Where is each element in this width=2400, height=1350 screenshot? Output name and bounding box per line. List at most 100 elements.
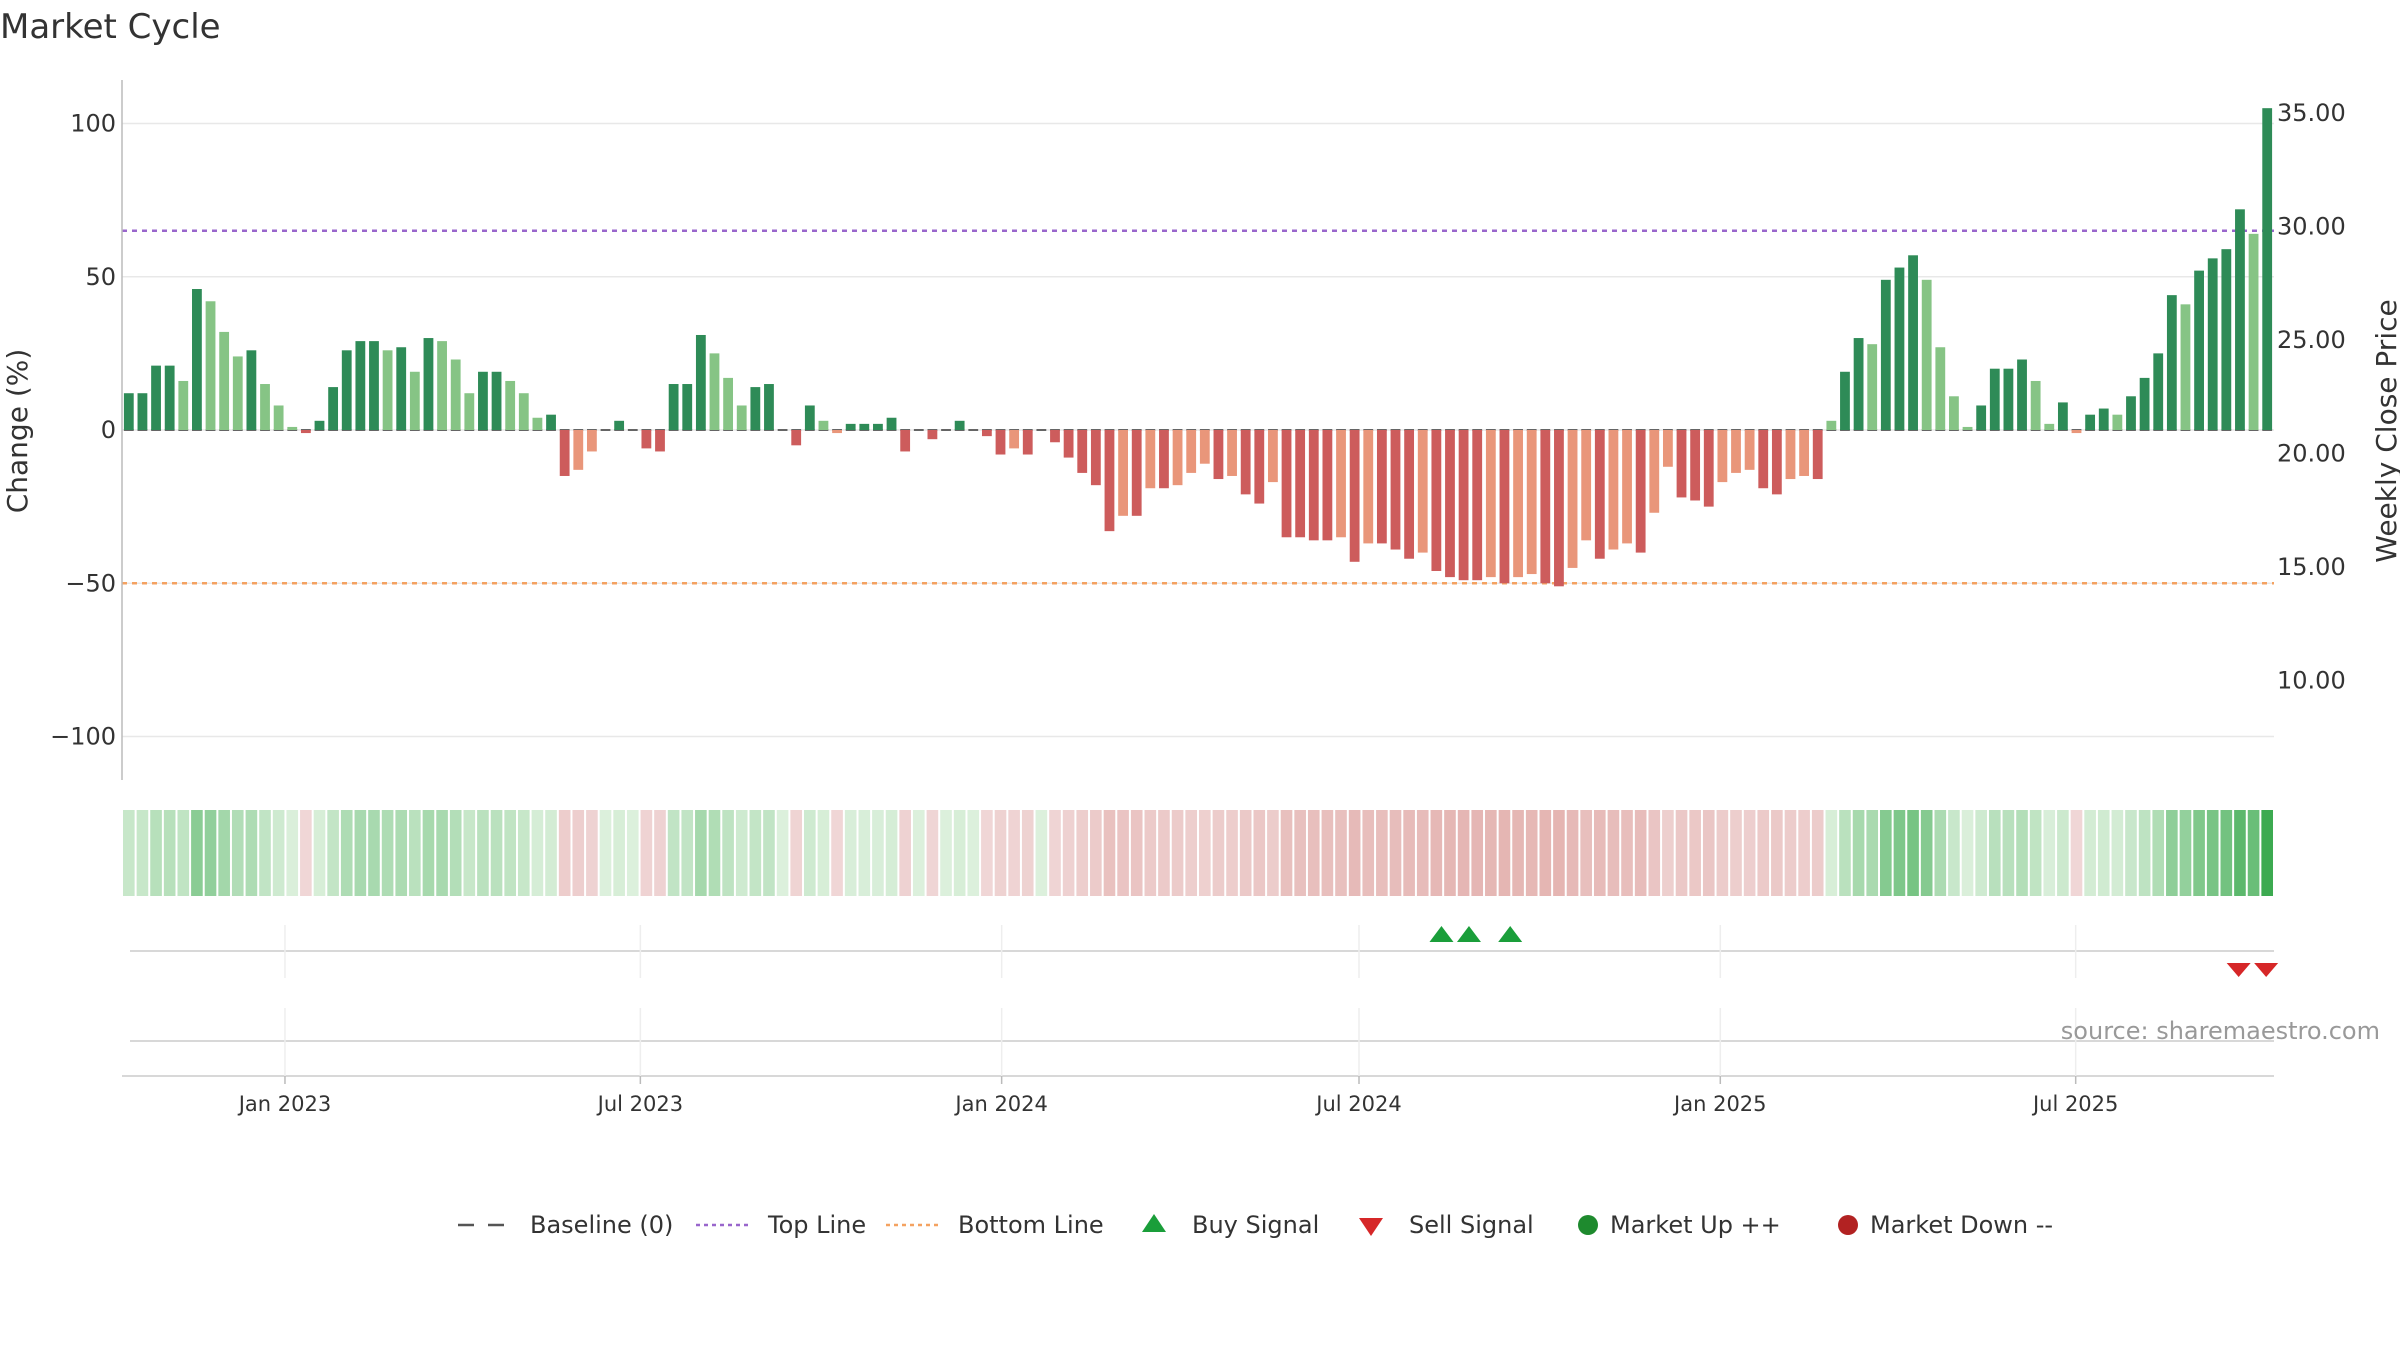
bar (927, 430, 938, 440)
heat-cell (1866, 810, 1879, 896)
heat-cell (327, 810, 339, 896)
bar (1744, 430, 1755, 470)
bar (287, 426, 298, 430)
heat-cell (1130, 810, 1143, 896)
heat-cell (1662, 810, 1674, 896)
bar (641, 430, 652, 449)
heat-cell (1403, 810, 1415, 896)
legend-label: Bottom Line (958, 1211, 1104, 1239)
heat-cell (1457, 810, 1470, 896)
bar (1145, 430, 1156, 489)
bar (1921, 279, 1932, 430)
left-tick-label: 100 (70, 110, 116, 138)
bar (1989, 368, 2000, 430)
sell-signal-marker (2226, 963, 2251, 977)
bar (1458, 430, 1469, 581)
bar (2235, 209, 2245, 430)
heat-cell (654, 810, 666, 896)
bar (2003, 368, 2014, 430)
bar (2153, 353, 2164, 430)
heat-cell (831, 810, 843, 896)
heat-cell (2261, 810, 2273, 896)
heat-cell (1348, 810, 1361, 896)
heat-cell (872, 810, 884, 896)
heat-cell (586, 810, 598, 896)
heat-cell (1553, 810, 1565, 896)
bars (123, 108, 2273, 587)
heat-cell (1239, 810, 1252, 896)
right-axis-label: Weekly Close Price (2370, 299, 2400, 562)
heat-cell (749, 810, 762, 896)
heat-cell (1199, 810, 1211, 896)
heat-cell (994, 810, 1007, 896)
heat-cell (1471, 810, 1484, 896)
heat-cell (2016, 810, 2028, 896)
bar (859, 423, 870, 430)
heat-cell (1307, 810, 1320, 896)
heat-cell (545, 810, 557, 896)
heat-cell (340, 810, 353, 896)
bar (1009, 430, 1020, 449)
heat-cell (2234, 810, 2246, 896)
bar (1635, 430, 1646, 553)
bar (2112, 414, 2123, 430)
heat-cell (1485, 810, 1497, 896)
bar (1758, 430, 1769, 489)
bar (1540, 430, 1551, 584)
heat-cell (1621, 810, 1633, 896)
sell-signal-marker (2254, 963, 2279, 977)
heat-cell (2206, 810, 2219, 896)
bar (464, 393, 475, 430)
heat-cell (300, 810, 312, 896)
heat-cell (1702, 810, 1715, 896)
legend: Baseline (0) Top Line Bottom Line Buy Signa… (458, 1211, 2053, 1239)
bar (478, 371, 488, 430)
heat-cell (2125, 810, 2137, 896)
bar (1867, 344, 1878, 430)
bar (1826, 420, 1837, 430)
heat-cell (2084, 810, 2096, 896)
left-tick-label: −50 (65, 569, 116, 597)
bar (709, 353, 720, 430)
bar (655, 430, 665, 452)
bar (1717, 430, 1728, 483)
heat-cell (381, 810, 394, 896)
heat-cell (804, 810, 816, 896)
heat-cell (1525, 810, 1538, 896)
bar (2098, 408, 2109, 430)
heat-cell (1267, 810, 1279, 896)
bar (300, 430, 311, 434)
bar (1077, 430, 1088, 473)
heat-cell (1144, 810, 1157, 896)
bar (2221, 249, 2232, 430)
bar (232, 356, 243, 430)
heat-cell (858, 810, 871, 896)
heat-cell (912, 810, 925, 896)
bar (1513, 430, 1523, 578)
heat-cell (354, 810, 367, 896)
heat-cell (1090, 810, 1102, 896)
bar (2139, 377, 2150, 430)
legend-label: Sell Signal (1409, 1211, 1534, 1239)
bar (1622, 430, 1632, 544)
bar (1976, 405, 1987, 430)
bar (219, 331, 230, 430)
bar (2030, 380, 2041, 430)
bar (682, 384, 693, 430)
bar (2071, 430, 2082, 434)
heat-cell (1049, 810, 1061, 896)
left-axis-label: Change (%) (1, 349, 34, 514)
bar (1785, 430, 1796, 480)
bar (1935, 347, 1946, 430)
left-tick-label: −100 (50, 723, 116, 751)
bar (750, 387, 761, 430)
bar (1908, 255, 1918, 430)
bar (341, 350, 352, 430)
bar (1050, 430, 1060, 443)
bar (1172, 430, 1183, 486)
bar (981, 430, 992, 437)
heat-cell (2179, 810, 2192, 896)
heat-cell (1321, 810, 1334, 896)
heat-cell (1975, 810, 1987, 896)
heat-cell (1648, 810, 1661, 896)
